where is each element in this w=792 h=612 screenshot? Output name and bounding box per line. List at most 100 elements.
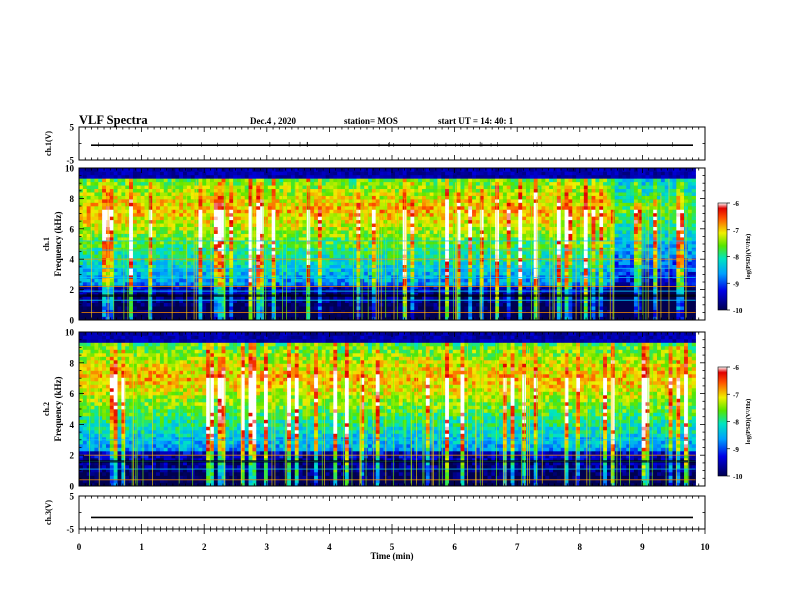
spectrogram-cell bbox=[375, 192, 380, 196]
spectrogram-cell bbox=[240, 216, 246, 221]
spectrogram-cell bbox=[79, 250, 84, 255]
spectrogram-cell bbox=[310, 254, 315, 259]
spectrogram-cell bbox=[341, 278, 346, 283]
spectrogram-cell bbox=[175, 302, 180, 307]
spectrogram-cell bbox=[414, 223, 419, 228]
spectrogram-cell bbox=[391, 174, 396, 179]
spectrogram-cell bbox=[198, 212, 203, 217]
spectrogram-cell bbox=[314, 178, 319, 183]
spectrogram-cell bbox=[136, 178, 141, 183]
spectrogram-cell bbox=[210, 250, 215, 255]
spectrogram-cell bbox=[479, 206, 484, 210]
spectrogram-cell bbox=[206, 275, 211, 279]
spectrogram-cell bbox=[314, 271, 319, 276]
spectrogram-cell bbox=[183, 202, 188, 207]
spectrogram-cell bbox=[460, 188, 465, 193]
spectrogram-cell bbox=[98, 313, 103, 317]
spectrogram-cell bbox=[256, 299, 261, 304]
spectrogram-cell bbox=[379, 264, 384, 269]
spectrogram-cell bbox=[487, 181, 492, 186]
spectrogram-cell bbox=[229, 192, 234, 196]
spectrogram-cell bbox=[125, 237, 130, 241]
spectrogram-cell bbox=[421, 306, 427, 310]
spectrogram-cell bbox=[210, 244, 215, 248]
spectrogram-cell bbox=[140, 282, 145, 286]
spectrogram-cell bbox=[159, 174, 165, 179]
spectrogram-cell bbox=[464, 309, 469, 314]
spectrogram-cell bbox=[445, 302, 450, 307]
spectrogram-cell bbox=[287, 261, 292, 266]
spectrogram-cell bbox=[341, 264, 346, 269]
spectrogram-cell bbox=[317, 226, 323, 231]
spectrogram-cell bbox=[437, 185, 442, 190]
spectrogram-cell bbox=[410, 254, 415, 259]
spectrogram-cell bbox=[387, 202, 392, 207]
spectrogram-cell bbox=[414, 219, 419, 224]
spectrogram-cell bbox=[82, 192, 88, 196]
spectrogram-cell bbox=[487, 268, 492, 272]
spectrogram-cell bbox=[398, 195, 404, 200]
spectrogram-cell bbox=[117, 223, 122, 228]
spectrogram-cell bbox=[344, 174, 350, 179]
spectrogram-cell bbox=[144, 254, 149, 259]
spectrogram-cell bbox=[387, 168, 392, 172]
spectrogram-cell bbox=[433, 295, 438, 300]
spectrogram-cell bbox=[391, 216, 396, 221]
spectrogram-cell bbox=[445, 309, 450, 314]
spectrogram-cell bbox=[314, 202, 319, 207]
spectrogram-cell bbox=[290, 168, 296, 172]
spectrogram-cell bbox=[429, 206, 434, 210]
spectrogram-cell bbox=[267, 292, 272, 297]
spectrogram-cell bbox=[479, 195, 484, 200]
spectrogram-cell bbox=[194, 240, 199, 245]
spectrogram-cell bbox=[190, 185, 195, 190]
spectrogram-cell bbox=[429, 195, 434, 200]
spectrogram-cell bbox=[368, 278, 373, 283]
spectrogram-cell bbox=[159, 240, 165, 245]
spectrogram-cell bbox=[487, 195, 492, 200]
spectrogram-cell bbox=[433, 188, 438, 193]
spectrogram-cell bbox=[194, 195, 199, 200]
spectrogram-cell bbox=[410, 282, 415, 286]
spectrogram-cell bbox=[86, 275, 91, 279]
spectrogram-cell bbox=[186, 302, 192, 307]
spectrogram-cell bbox=[167, 178, 172, 183]
spectrogram-cell bbox=[156, 174, 161, 179]
spectrogram-cell bbox=[290, 209, 296, 214]
spectrogram-cell bbox=[348, 313, 353, 317]
spectrogram-cell bbox=[125, 188, 130, 193]
spectrogram-cell bbox=[468, 202, 473, 207]
spectrogram-cell bbox=[468, 257, 473, 262]
spectrogram-cell bbox=[167, 257, 172, 262]
spectrogram-cell bbox=[159, 185, 165, 190]
spectrogram-cell bbox=[217, 268, 222, 272]
spectrogram-cell bbox=[379, 302, 384, 307]
spectrogram-cell bbox=[364, 192, 369, 196]
spectrogram-cell bbox=[325, 223, 330, 228]
spectrogram-cell bbox=[421, 171, 427, 176]
spectrogram-cell bbox=[452, 254, 457, 259]
spectrogram-cell bbox=[452, 199, 457, 203]
spectrogram-cell bbox=[167, 233, 172, 238]
spectrogram-cell bbox=[256, 209, 261, 214]
spectrogram-cell bbox=[371, 230, 377, 234]
spectrogram-cell bbox=[163, 233, 168, 238]
spectrogram-cell bbox=[279, 299, 284, 304]
spectrogram-cell bbox=[198, 237, 203, 241]
spectrogram-cell bbox=[156, 254, 161, 259]
spectrogram-cell bbox=[364, 278, 369, 283]
spectrogram-cell bbox=[271, 268, 276, 272]
spectrogram-cell bbox=[183, 264, 188, 269]
spectrogram-cell bbox=[391, 271, 396, 276]
spectrogram-cell bbox=[317, 292, 323, 297]
spectrogram-cell bbox=[175, 244, 180, 248]
spectrogram-cell bbox=[294, 212, 299, 217]
spectrogram-cell bbox=[371, 278, 377, 283]
spectrogram-cell bbox=[240, 212, 246, 217]
spectrogram-cell bbox=[283, 261, 288, 266]
spectrogram-cell bbox=[275, 178, 280, 183]
spectrogram-cell bbox=[233, 275, 238, 279]
spectrogram-cell bbox=[294, 233, 299, 238]
spectrogram-cell bbox=[152, 188, 157, 193]
spectrogram-cell bbox=[421, 219, 427, 224]
